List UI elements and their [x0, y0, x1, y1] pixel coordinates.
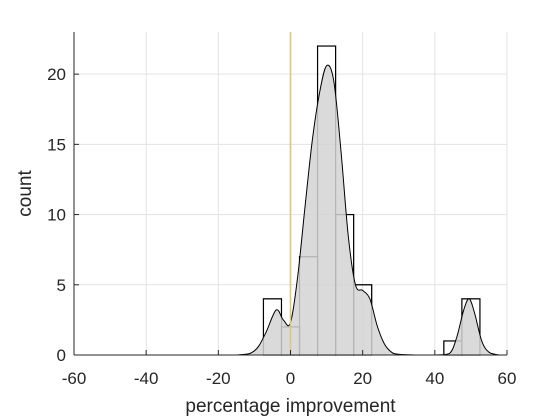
y-tick-label: 5	[57, 276, 66, 295]
tick-labels-layer: -60 -40 -20 0 20 40 60 0 5 10 15 20	[47, 65, 516, 388]
y-tick-label: 10	[47, 206, 66, 225]
axes-layer	[73, 32, 508, 356]
x-tick-label: 0	[286, 369, 295, 388]
density-area	[74, 65, 507, 355]
x-tick-label: 40	[425, 369, 444, 388]
y-axis-label: count	[15, 170, 36, 217]
y-tick-label: 20	[47, 65, 66, 84]
x-tick-label: -60	[62, 369, 87, 388]
x-tick-label: 20	[353, 369, 372, 388]
y-tick-label: 15	[47, 135, 66, 154]
density-curve-line	[74, 64, 507, 356]
density-curve-layer	[74, 64, 507, 356]
x-tick-label: -20	[206, 369, 231, 388]
x-tick-label: 60	[498, 369, 517, 388]
x-tick-label: -40	[134, 369, 159, 388]
x-axis-label: percentage improvement	[185, 396, 396, 417]
y-tick-label: 0	[57, 346, 66, 365]
